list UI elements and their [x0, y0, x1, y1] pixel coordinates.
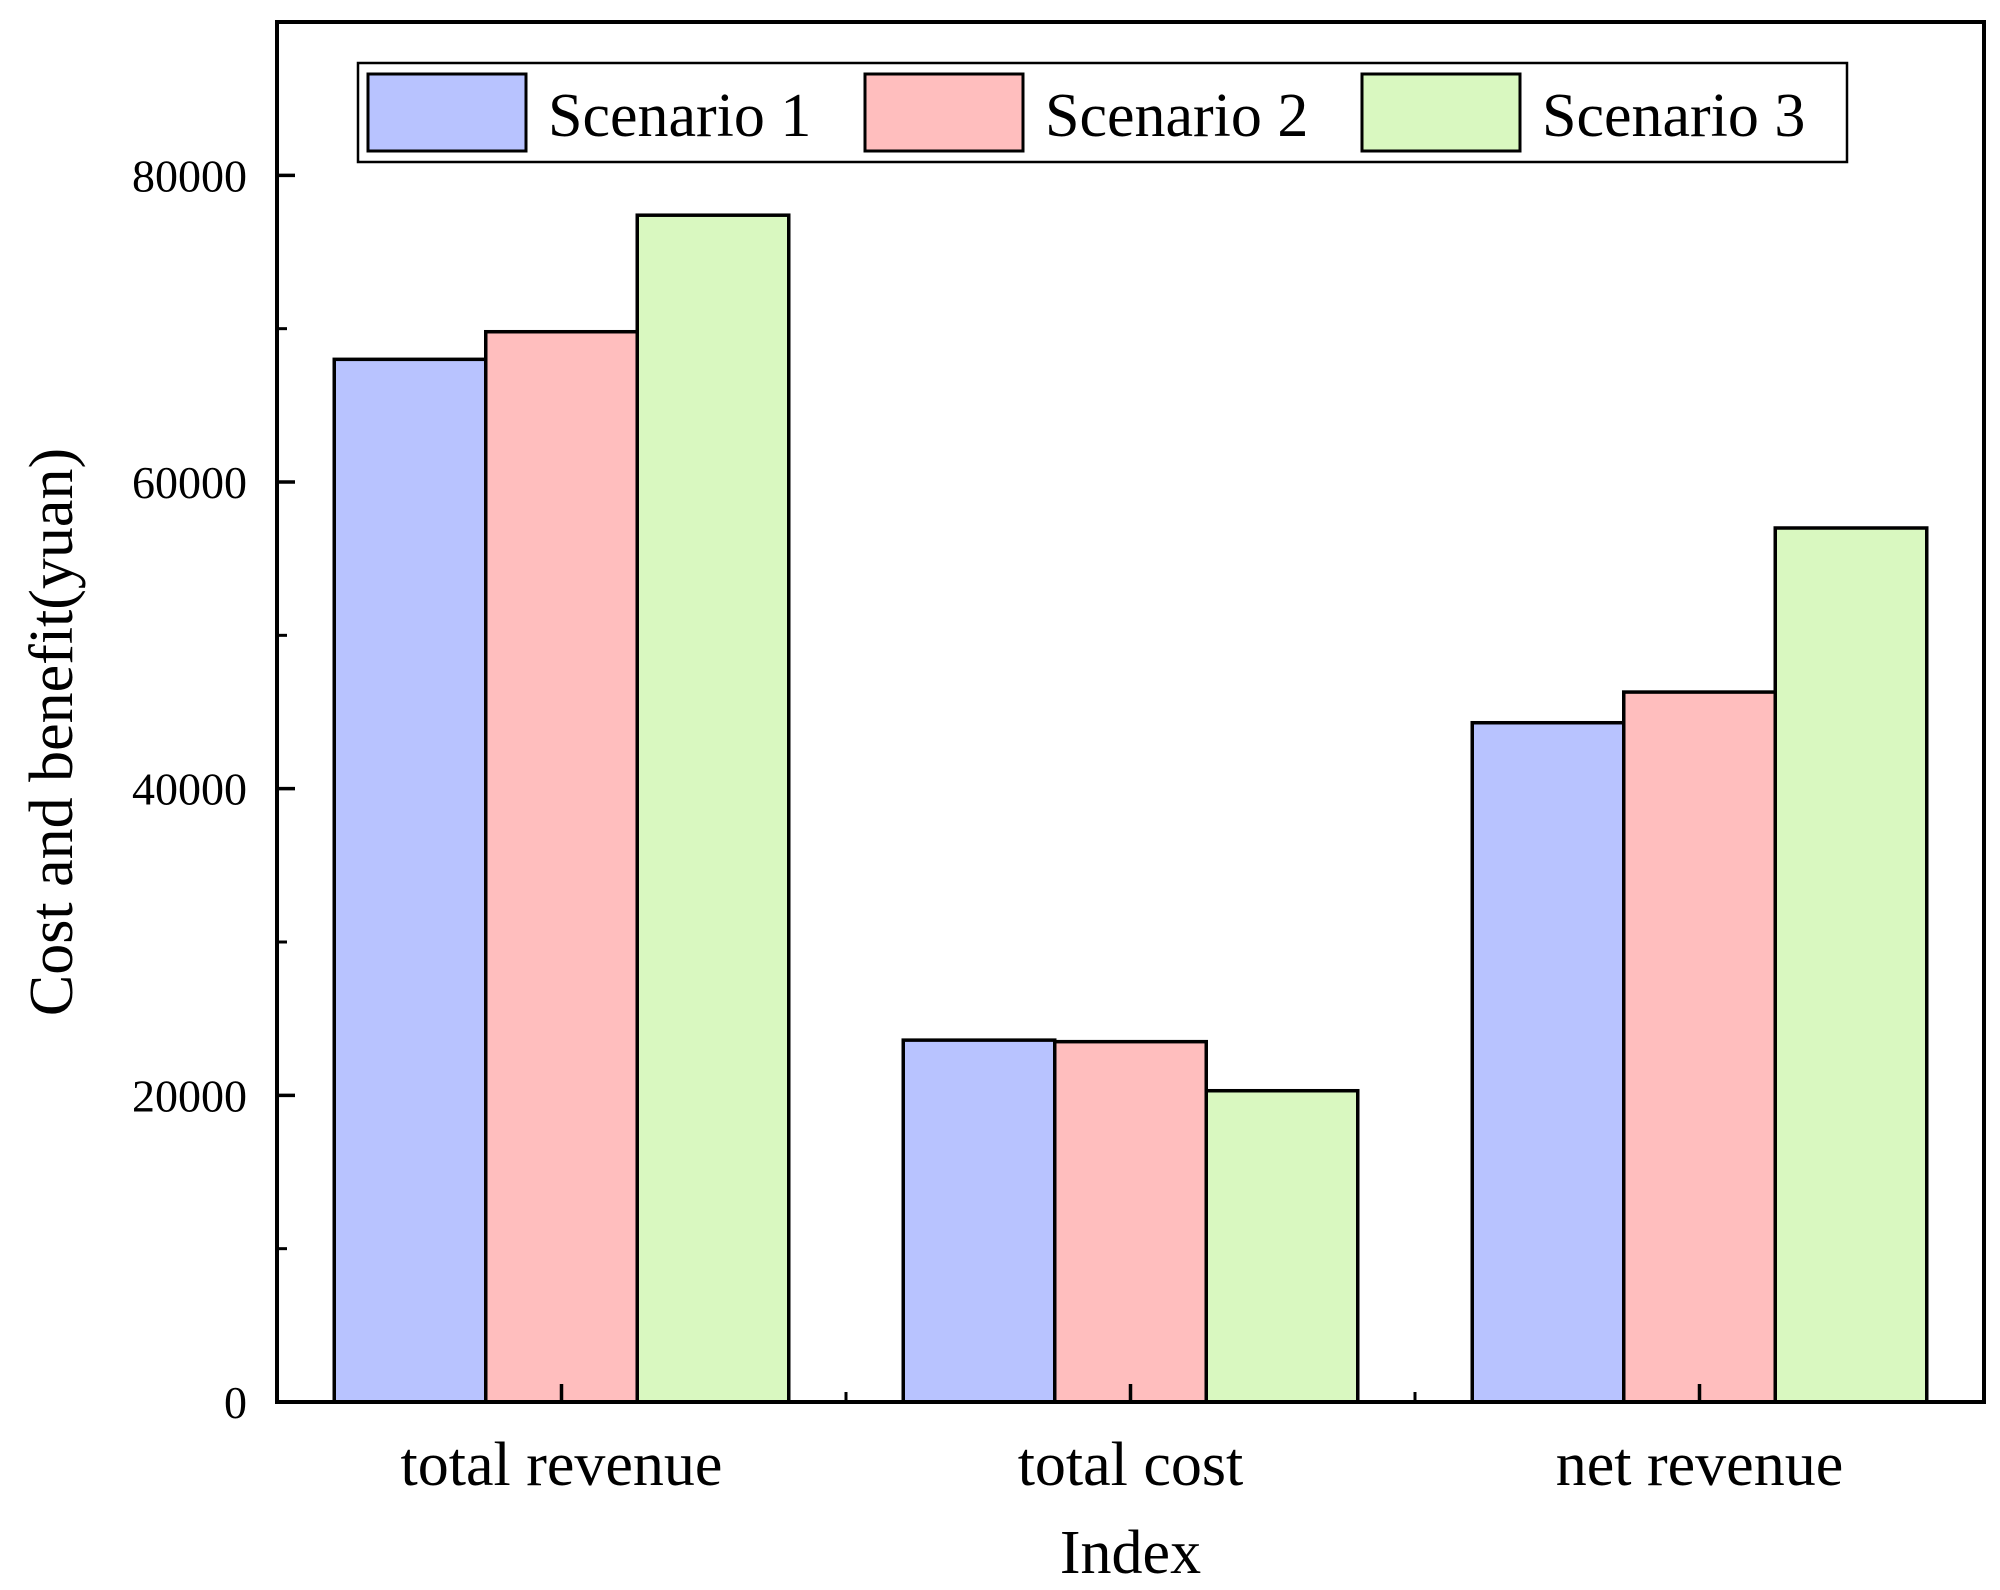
y-tick-label-4: 60000	[132, 457, 247, 508]
legend-label-3: Scenario 3	[1542, 82, 1805, 150]
y-tick-label-5: 80000	[132, 150, 247, 201]
y-tick-label-3: 40000	[132, 764, 247, 815]
bar-3-1	[635, 213, 791, 1404]
legend-label-2: Scenario 2	[1045, 82, 1308, 150]
bar-3-2	[1204, 1088, 1360, 1404]
x-tick-label-1: total revenue	[401, 1431, 723, 1499]
bar-1-3	[1470, 720, 1626, 1404]
bar-2-1	[484, 329, 639, 1404]
bar-2-3	[1622, 690, 1777, 1404]
x-axis-title: Index	[1060, 1519, 1201, 1587]
legend-box	[356, 61, 1849, 164]
bar-2-2	[1053, 1039, 1208, 1404]
legend-label-1: Scenario 1	[548, 82, 811, 150]
y-axis-title: Cost and benefit(yuan)	[18, 448, 86, 1016]
legend-swatch-3	[1360, 72, 1522, 153]
bar-1-1	[332, 357, 488, 1404]
x-tick-label-3: net revenue	[1556, 1431, 1843, 1499]
y-tick-label-1: 0	[224, 1377, 247, 1428]
legend: Scenario 1 Scenario 2 Scenario 3	[356, 61, 1849, 164]
bars-layer	[332, 213, 1929, 1404]
legend-swatch-1	[366, 72, 528, 153]
bar-3-3	[1773, 526, 1929, 1404]
axes-layer: 0 20000 40000 60000 80000 total revenue total …	[132, 20, 1986, 1499]
legend-swatch-2	[863, 72, 1025, 153]
x-tick-label-2: total cost	[1018, 1431, 1244, 1499]
bar-1-2	[901, 1038, 1057, 1404]
y-tick-label-2: 20000	[132, 1070, 247, 1121]
